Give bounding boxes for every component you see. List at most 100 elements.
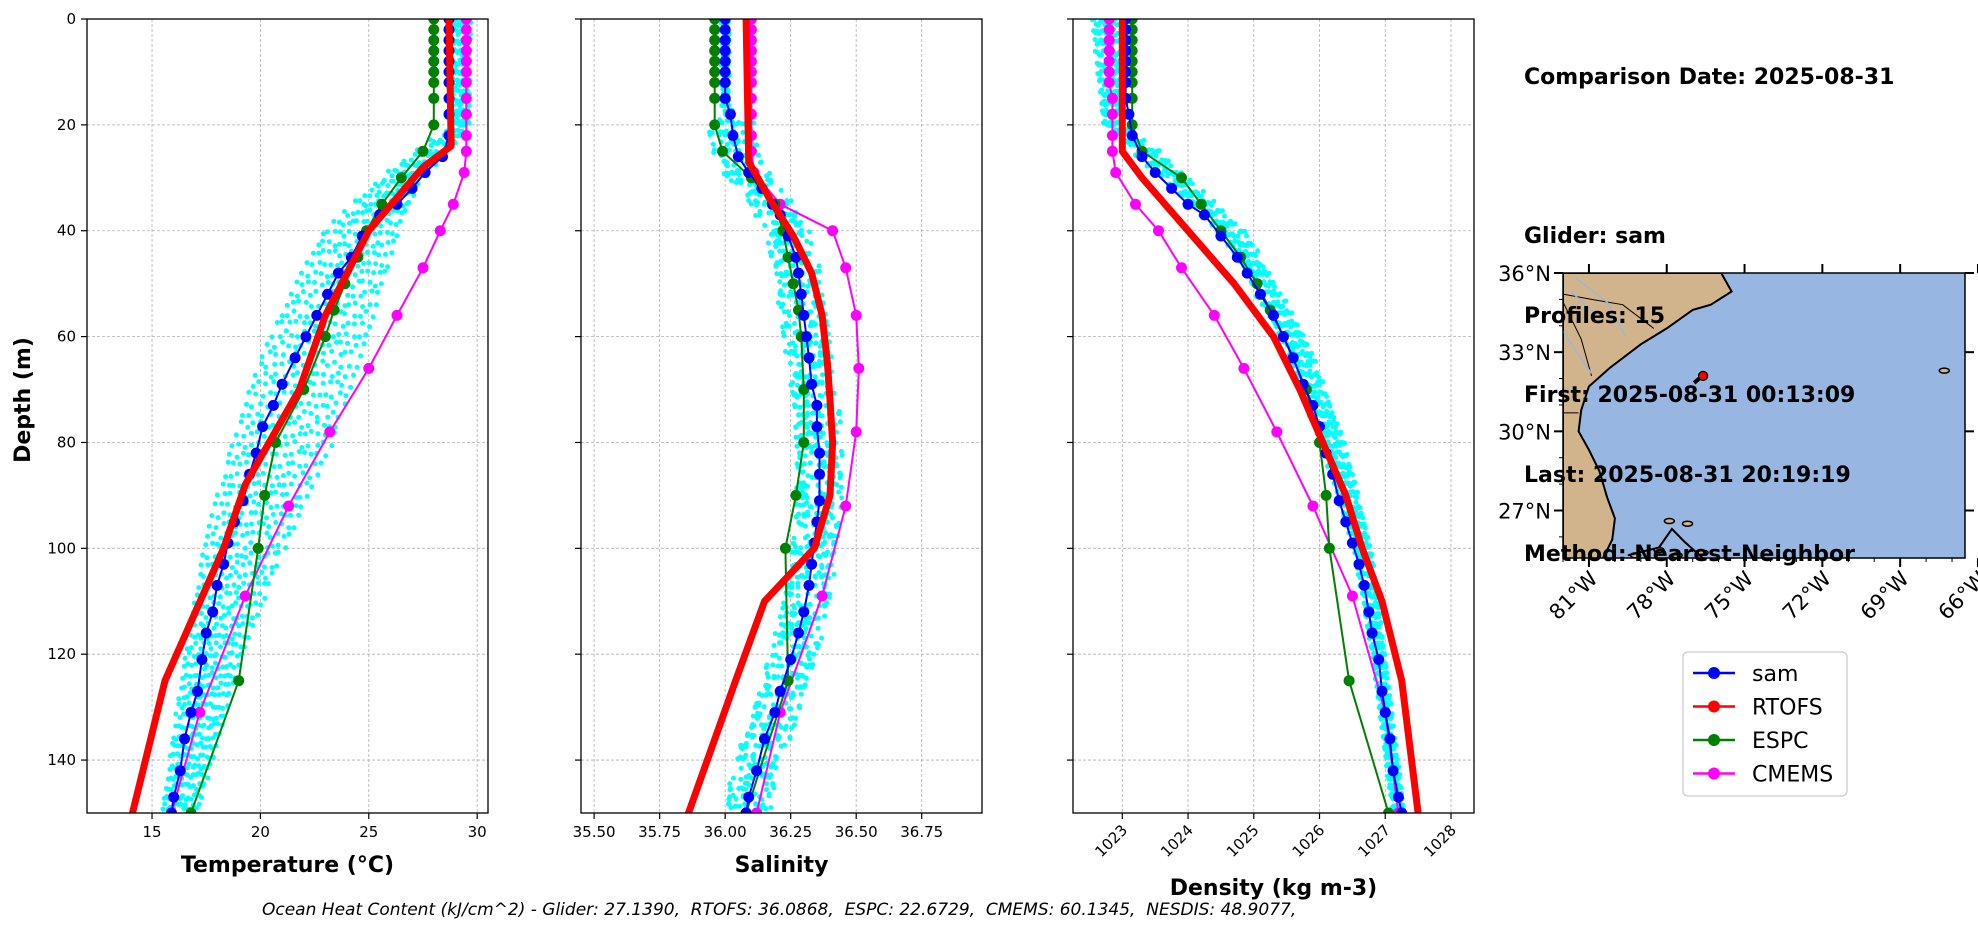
glider-point <box>1092 48 1098 54</box>
glider-point <box>711 150 717 155</box>
cmems-point <box>816 590 828 602</box>
glider-point <box>223 664 229 670</box>
glider-point <box>367 279 373 285</box>
glider-point <box>753 801 759 807</box>
glider-point <box>1386 785 1392 790</box>
glider-point <box>259 569 265 575</box>
salinity-panel: 35.50 35.75 36.00 36.25 36.50 36.75 Salinity <box>573 18 983 878</box>
glider-point <box>303 299 309 305</box>
glider-point <box>1371 651 1377 656</box>
glider-point <box>383 251 388 257</box>
glider-point <box>791 722 797 728</box>
glider-point <box>268 390 274 396</box>
sam-point <box>1333 495 1345 507</box>
glider-point <box>245 424 251 430</box>
sam-point <box>785 654 797 665</box>
glider-point <box>212 660 218 666</box>
cmems-point <box>827 225 839 237</box>
glider-point <box>401 158 407 164</box>
glider-point <box>1247 263 1253 269</box>
glider-point <box>773 263 779 269</box>
glider-point <box>347 220 352 226</box>
glider-point <box>816 570 822 576</box>
glider-point <box>781 282 787 288</box>
glider-point <box>819 635 825 641</box>
sam-point <box>1396 807 1408 813</box>
sam-point <box>1358 579 1370 591</box>
cmems-point <box>1130 198 1141 210</box>
glider-point <box>335 263 341 268</box>
glider-point <box>775 674 781 680</box>
series-sam <box>1120 19 1408 813</box>
glider-point <box>281 533 287 539</box>
sam-point <box>811 421 823 433</box>
glider-point <box>373 261 379 267</box>
glider-point <box>794 684 800 690</box>
glider-point <box>198 610 204 616</box>
glider-point <box>839 495 845 501</box>
glider-point <box>721 158 727 164</box>
glider-point <box>209 665 215 671</box>
glider-point <box>318 460 324 466</box>
espc-point <box>779 542 791 554</box>
glider-point <box>268 505 274 510</box>
glider-point <box>790 217 796 223</box>
glider-point <box>324 274 330 280</box>
glider-point <box>366 260 372 266</box>
glider-point <box>782 726 788 732</box>
glider-point <box>226 610 232 616</box>
glider-point <box>798 545 804 551</box>
glider-point <box>1244 233 1249 239</box>
glider-point <box>735 121 740 127</box>
glider-point <box>778 187 784 193</box>
glider-point <box>781 333 787 339</box>
glider-point <box>812 374 818 380</box>
x-tick-label: 1023 <box>1091 821 1131 861</box>
glider-point <box>266 524 272 530</box>
glider-point <box>375 289 380 295</box>
glider-point <box>810 662 816 667</box>
sam-point <box>1166 182 1178 194</box>
glider-point <box>180 675 186 681</box>
glider-point <box>837 470 843 476</box>
glider-point <box>754 142 760 148</box>
glider-point <box>1320 404 1326 410</box>
glider-point <box>791 693 796 698</box>
espc-point <box>1343 675 1355 687</box>
glider-point <box>808 420 814 426</box>
glider-point <box>786 323 792 329</box>
glider-point <box>305 443 311 449</box>
sam-point <box>1363 606 1375 618</box>
glider-point <box>229 636 235 642</box>
glider-point <box>330 409 336 415</box>
glider-point <box>308 451 314 457</box>
glider-point <box>402 208 408 213</box>
glider-point <box>726 796 732 802</box>
glider-point <box>375 240 381 246</box>
sam-point <box>1340 516 1352 528</box>
glider-point <box>243 522 249 528</box>
glider-point <box>379 242 385 248</box>
glider-point <box>789 715 795 721</box>
espc-point <box>798 437 810 448</box>
glider-point <box>168 787 174 793</box>
glider-point <box>209 670 215 676</box>
espc-point <box>428 19 440 25</box>
glider-point <box>240 562 246 568</box>
glider-point <box>339 382 345 388</box>
grid <box>1073 18 1474 813</box>
glider-point <box>298 400 304 406</box>
glider-point <box>232 530 238 536</box>
glider-point <box>264 530 270 536</box>
glider-point <box>219 501 225 507</box>
glider-point <box>739 785 745 791</box>
glider-point <box>200 735 205 741</box>
glider-point <box>251 499 257 505</box>
glider-point <box>291 308 297 314</box>
glider-point <box>800 282 806 288</box>
y-tick-label: 40 <box>57 222 76 240</box>
glider-point <box>789 591 795 597</box>
glider-point <box>378 223 384 229</box>
glider-point <box>803 626 809 632</box>
glider-point <box>315 431 321 437</box>
